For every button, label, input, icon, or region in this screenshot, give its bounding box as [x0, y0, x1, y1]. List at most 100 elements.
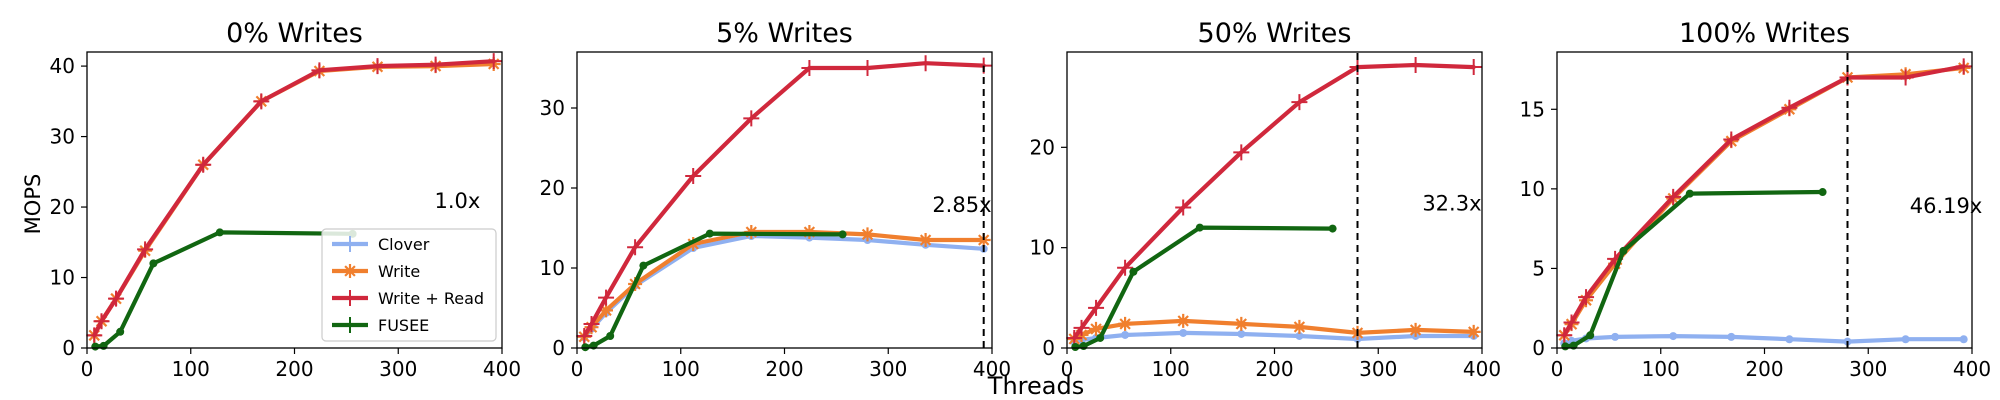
x-tick-label: 0	[571, 357, 584, 381]
panel-4: 100% Writes 0 100 200 300 400 0 5 10 15 46.19x	[1520, 18, 1992, 381]
data-point	[108, 290, 125, 307]
x-tick-label: 100	[172, 357, 210, 381]
data-point	[838, 230, 847, 239]
series-fusee	[91, 228, 357, 351]
y-tick-label: 10	[50, 266, 75, 290]
x-tick-label: 300	[869, 357, 907, 381]
legend-entry-write: Write	[332, 262, 420, 281]
data-point	[1408, 322, 1423, 337]
panel-1: 0% Writes 0 100 200 300 400 0 10 20 30 40 1.0x	[50, 18, 522, 381]
panel-title: 50% Writes	[1198, 18, 1352, 49]
y-tick-label: 30	[540, 96, 565, 120]
data-point	[606, 332, 615, 340]
series-fusee	[1561, 188, 1827, 351]
data-point	[195, 156, 212, 173]
x-tick-label: 400	[1953, 357, 1991, 381]
y-tick-label: 0	[1042, 336, 1055, 360]
series-line	[92, 59, 496, 338]
data-point	[1578, 289, 1595, 306]
data-point	[627, 239, 644, 256]
data-point	[801, 60, 818, 76]
x-tick-label: 300	[379, 357, 417, 381]
legend-label: Clover	[378, 235, 430, 254]
data-point	[1586, 331, 1595, 340]
y-tick-label: 10	[1030, 236, 1055, 260]
data-point	[1727, 332, 1736, 341]
speedup-annotation: 46.19x	[1910, 194, 1983, 218]
series-line	[1072, 62, 1476, 341]
data-point	[1121, 330, 1130, 339]
data-point	[1179, 328, 1188, 337]
series-line	[1563, 189, 1825, 349]
y-tick-label: 5	[1532, 256, 1545, 280]
series-line	[583, 231, 845, 350]
y-tick-label: 20	[540, 176, 565, 200]
data-point	[859, 60, 876, 76]
y-tick-label: 40	[50, 54, 75, 78]
data-point	[1685, 189, 1694, 198]
y-tick-label: 20	[50, 195, 75, 219]
data-point	[369, 58, 386, 75]
x-tick-label: 100	[1642, 357, 1680, 381]
series-write-read	[1066, 57, 1482, 346]
data-point	[1619, 246, 1628, 255]
x-tick-label: 0	[81, 357, 94, 381]
data-point	[1234, 316, 1249, 331]
data-point	[1233, 144, 1250, 161]
data-point	[1096, 333, 1105, 342]
data-point	[215, 228, 224, 237]
series-line	[93, 230, 355, 349]
legend-entry-fusee: FUSEE	[332, 316, 429, 335]
data-point	[1175, 199, 1192, 216]
data-point	[1665, 188, 1682, 205]
data-point	[1237, 329, 1246, 338]
series-write	[1067, 313, 1481, 346]
series-clover	[580, 232, 988, 342]
data-point	[1073, 319, 1090, 336]
series-line	[1562, 65, 1966, 338]
y-tick-label: 10	[1520, 177, 1545, 201]
data-point	[1901, 335, 1910, 344]
data-point	[1466, 324, 1481, 339]
data-point	[1669, 332, 1678, 341]
data-point	[1292, 319, 1307, 334]
data-point	[686, 237, 701, 251]
data-point	[576, 328, 593, 344]
data-point	[743, 110, 760, 127]
data-point	[1291, 94, 1308, 111]
y-tick-label: 10	[540, 256, 565, 280]
y-tick-label: 0	[1532, 336, 1545, 360]
series-write-read	[576, 55, 992, 344]
legend-marker	[342, 290, 358, 306]
series-line	[1562, 64, 1966, 338]
speedup-annotation: 2.85x	[932, 193, 991, 217]
legend-entry-write-read: Write + Read	[332, 289, 484, 308]
data-point	[1465, 59, 1482, 76]
data-point	[598, 289, 615, 306]
series-fusee	[1071, 223, 1337, 351]
data-point	[1556, 327, 1573, 344]
x-tick-label: 200	[1745, 357, 1783, 381]
legend-label: Write + Read	[378, 289, 484, 308]
x-tick-label: 300	[1849, 357, 1887, 381]
data-point	[1407, 57, 1424, 74]
speedup-annotation: 32.3x	[1422, 192, 1481, 216]
series-line	[582, 233, 986, 340]
data-point	[1818, 188, 1827, 197]
y-axis-label: MOPS	[21, 174, 45, 235]
x-tick-label: 400	[483, 357, 521, 381]
data-point	[1785, 335, 1794, 344]
plot-frame	[1556, 51, 1973, 349]
data-point	[485, 53, 502, 70]
data-point	[1195, 223, 1204, 232]
data-point	[93, 313, 110, 330]
series-line	[582, 229, 986, 339]
data-point	[918, 233, 933, 247]
series-line	[1073, 225, 1335, 350]
data-point	[705, 229, 714, 238]
data-point	[253, 93, 270, 110]
plot-frame	[1066, 51, 1483, 349]
data-point	[427, 56, 444, 73]
data-point	[1723, 131, 1740, 148]
data-point	[91, 342, 100, 351]
